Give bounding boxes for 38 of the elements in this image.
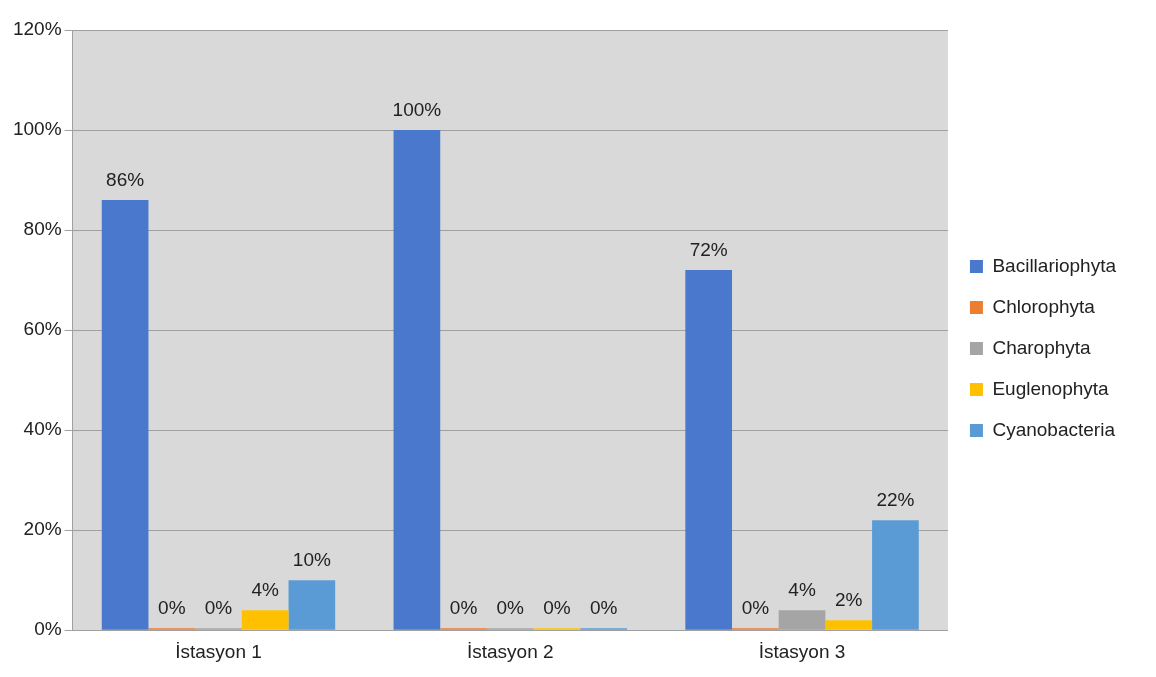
data-label: 0%: [158, 596, 186, 618]
y-tick-label: 60%: [23, 318, 62, 340]
legend-label: Charophyta: [992, 336, 1092, 358]
x-tick-label: İstasyon 3: [758, 640, 846, 662]
data-label: 100%: [392, 98, 442, 120]
legend-label: Cyanobacteria: [992, 418, 1116, 440]
data-label: 0%: [449, 596, 478, 618]
data-label: 0%: [741, 596, 770, 618]
legend-label: Euglenophyta: [992, 377, 1110, 399]
y-tick-label: 20%: [23, 518, 62, 540]
data-label: 22%: [876, 488, 915, 510]
data-label: 2%: [835, 588, 863, 610]
data-label: 0%: [204, 596, 233, 618]
y-tick-label: 0%: [34, 618, 62, 640]
y-tick-label: 120%: [12, 18, 62, 40]
bar: [393, 130, 441, 630]
y-tick-label: 40%: [23, 418, 62, 440]
bar: [872, 520, 919, 630]
bar: [241, 610, 289, 630]
y-tick-label: 80%: [23, 218, 62, 240]
data-label: 4%: [251, 578, 279, 600]
y-tick-label: 100%: [12, 118, 62, 140]
data-label: 86%: [106, 168, 145, 190]
legend-label: Chlorophyta: [992, 295, 1096, 317]
data-label: 72%: [689, 238, 728, 260]
legend-label: Bacillariophyta: [992, 254, 1117, 276]
bar: [685, 270, 733, 630]
bar: [101, 200, 149, 630]
data-label: 4%: [788, 578, 816, 600]
x-tick-label: İstasyon 1: [175, 640, 262, 662]
bar: [825, 620, 873, 630]
bar: [778, 610, 826, 630]
bar: [288, 580, 336, 630]
data-label: 0%: [589, 596, 618, 618]
x-tick-label: İstasyon 2: [466, 640, 554, 662]
data-label: 0%: [496, 596, 525, 618]
data-label: 0%: [543, 596, 571, 618]
data-label: 10%: [292, 548, 331, 570]
